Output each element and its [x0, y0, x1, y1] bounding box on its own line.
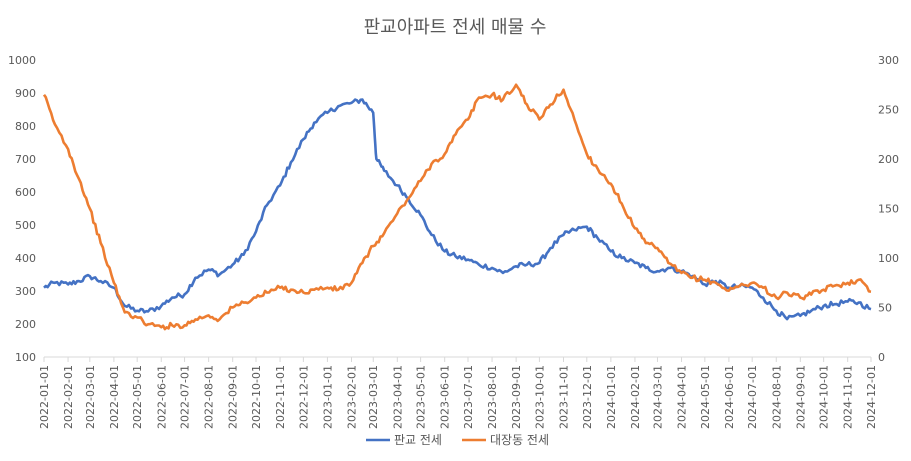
x-tick-label: 2023-02-01 — [346, 365, 359, 429]
y-left-tick-label: 1000 — [8, 54, 36, 67]
x-tick-label: 2022-09-01 — [227, 365, 240, 429]
y-right-tick-label: 150 — [878, 203, 899, 216]
y-right-tick-label: 100 — [878, 252, 899, 265]
y-right-tick-label: 200 — [878, 153, 899, 166]
y-left-tick-label: 200 — [15, 318, 36, 331]
x-tick-label: 2024-12-01 — [865, 365, 878, 429]
y-axis-right: 0 50 100 150 200 250 300 — [878, 54, 899, 364]
y-left-tick-label: 500 — [15, 219, 36, 232]
x-tick-label: 2022-07-01 — [179, 365, 192, 429]
y-right-tick-label: 250 — [878, 104, 899, 117]
x-tick-label: 2023-10-01 — [533, 365, 546, 429]
x-tick-label: 2024-05-01 — [699, 365, 712, 429]
x-tick-label: 2022-05-01 — [131, 365, 144, 429]
x-tick-label: 2024-10-01 — [818, 365, 831, 429]
x-tick-label: 2022-02-01 — [62, 365, 75, 429]
y-left-tick-label: 900 — [15, 87, 36, 100]
series-line-daejang — [42, 83, 872, 331]
y-left-tick-label: 700 — [15, 153, 36, 166]
x-tick-label: 2023-08-01 — [486, 365, 499, 429]
y-axis-left: 100 200 300 400 500 600 700 800 900 1000 — [8, 54, 36, 364]
x-tick-label: 2024-11-01 — [842, 365, 855, 429]
legend: 판교 전세 대장동 전세 — [366, 433, 549, 447]
x-tick-label: 2024-02-01 — [629, 365, 642, 429]
x-tick-label: 2023-06-01 — [439, 365, 452, 429]
x-tick-label: 2024-09-01 — [794, 365, 807, 429]
x-tick-label: 2022-11-01 — [274, 365, 287, 429]
x-tick-label: 2023-04-01 — [391, 365, 404, 429]
x-tick-label: 2022-06-01 — [155, 365, 168, 429]
x-tick-label: 2022-08-01 — [203, 365, 216, 429]
x-tick-label: 2023-01-01 — [321, 365, 334, 429]
x-tick-label: 2023-05-01 — [415, 365, 428, 429]
y-right-tick-label: 300 — [878, 54, 899, 67]
x-tick-label: 2024-01-01 — [605, 365, 618, 429]
y-left-tick-label: 100 — [15, 351, 36, 364]
x-tick-label: 2024-06-01 — [723, 365, 736, 429]
x-tick-label: 2023-03-01 — [367, 365, 380, 429]
y-left-tick-label: 800 — [15, 120, 36, 133]
x-tick-label: 2023-07-01 — [462, 365, 475, 429]
x-tick-label: 2023-09-01 — [510, 365, 523, 429]
y-right-tick-label: 0 — [878, 351, 885, 364]
x-tick-label: 2023-12-01 — [581, 365, 594, 429]
x-tick-label: 2024-03-01 — [651, 365, 664, 429]
chart-title: 판교아파트 전세 매물 수 — [364, 17, 547, 38]
y-left-tick-label: 600 — [15, 186, 36, 199]
x-tick-label: 2023-11-01 — [557, 365, 570, 429]
legend-label: 대장동 전세 — [490, 433, 549, 447]
series-group — [42, 83, 872, 331]
x-tick-label: 2022-03-01 — [84, 365, 97, 429]
x-tick-label: 2024-08-01 — [770, 365, 783, 429]
x-tick-label: 2024-07-01 — [746, 365, 759, 429]
x-tick-label: 2024-04-01 — [676, 365, 689, 429]
y-right-tick-label: 50 — [878, 302, 892, 315]
legend-label: 판교 전세 — [394, 433, 442, 447]
x-tick-label: 2022-12-01 — [297, 365, 310, 429]
y-left-tick-label: 400 — [15, 252, 36, 265]
x-tick-label: 2022-01-01 — [38, 365, 51, 429]
x-axis: 2022-01-01 2022-02-01 2022-03-01 2022-04-01… — [38, 357, 878, 429]
x-tick-label: 2022-10-01 — [250, 365, 263, 429]
y-left-tick-label: 300 — [15, 285, 36, 298]
x-tick-label: 2022-04-01 — [108, 365, 121, 429]
